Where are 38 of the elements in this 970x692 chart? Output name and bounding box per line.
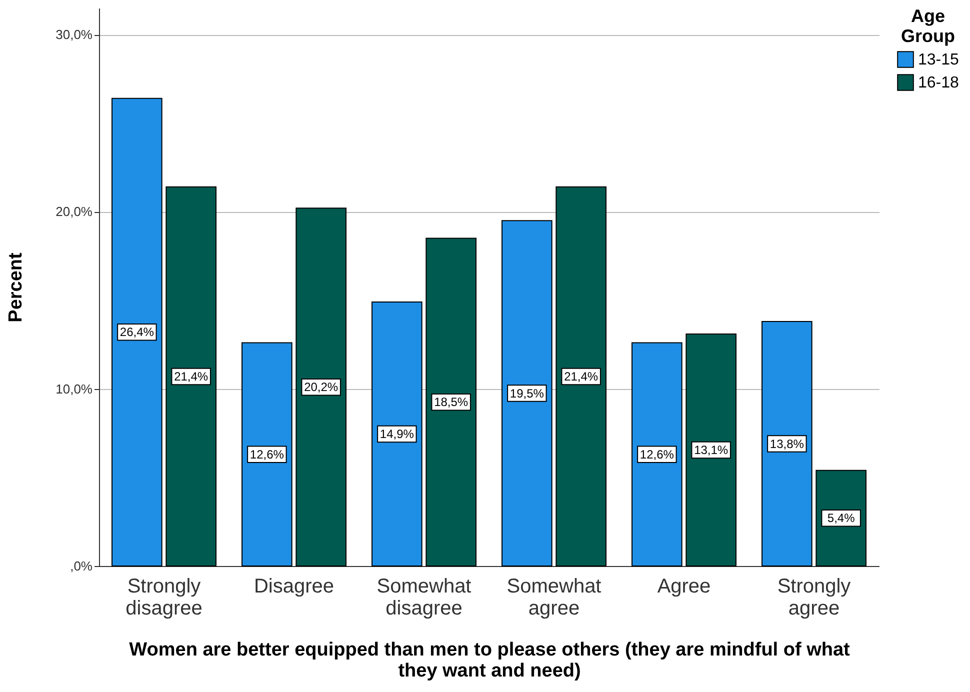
- bar: [556, 186, 606, 566]
- y-tick-label: ,0%: [70, 558, 93, 574]
- y-axis-title: Percent: [6, 252, 27, 322]
- data-label: 14,9%: [380, 427, 414, 442]
- bar: [242, 342, 292, 566]
- x-axis-title: Women are better equipped than men to please others (they are mindful of what they want and need): [129, 640, 851, 682]
- bar: [762, 321, 812, 566]
- data-label: 13,8%: [770, 436, 804, 451]
- legend-title: Age Group: [901, 6, 955, 46]
- data-label: 21,4%: [174, 369, 208, 384]
- legend-label: 13-15: [918, 52, 960, 68]
- data-label: 21,4%: [564, 369, 598, 384]
- x-tick-label: Strongly disagree: [126, 576, 202, 620]
- bar: [112, 98, 162, 566]
- data-label: 18,5%: [434, 395, 468, 410]
- y-tick-label: 30,0%: [56, 27, 93, 42]
- data-label: 5,4%: [827, 511, 856, 526]
- data-label: 12,6%: [640, 447, 674, 462]
- x-tick-label: Somewhat disagree: [376, 576, 472, 620]
- bar: [502, 220, 552, 566]
- x-tick-label: Somewhat agree: [506, 576, 602, 620]
- bar: [166, 186, 216, 566]
- data-label: 26,4%: [120, 325, 154, 340]
- y-tick-label: 20,0%: [56, 204, 93, 220]
- data-label: 20,2%: [304, 380, 338, 394]
- x-tick-label: Disagree: [254, 576, 334, 598]
- x-tick-label: Strongly agree: [777, 576, 851, 620]
- bar: [296, 208, 346, 566]
- legend-label: 16-18: [918, 74, 960, 92]
- bar: [426, 238, 476, 566]
- data-label: 19,5%: [510, 386, 544, 400]
- y-tick-label: 10,0%: [56, 381, 93, 396]
- data-label: 12,6%: [250, 447, 284, 462]
- bar: [372, 302, 422, 566]
- x-tick-label: Agree: [657, 576, 711, 598]
- bar: [686, 333, 736, 566]
- data-label: 13,1%: [694, 442, 728, 457]
- bar: [632, 342, 682, 566]
